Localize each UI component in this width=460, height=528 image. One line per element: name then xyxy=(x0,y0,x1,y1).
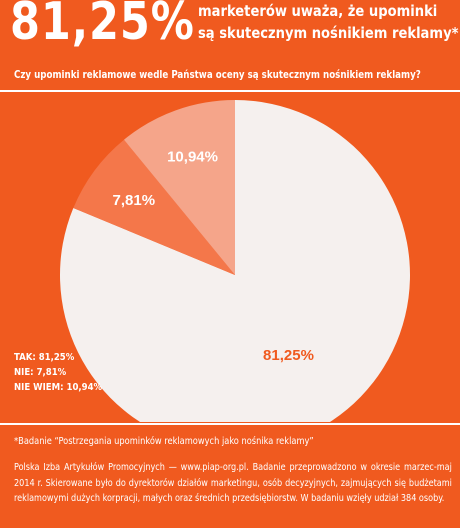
pie-slice-nie xyxy=(73,139,236,275)
divider-top xyxy=(0,90,460,92)
survey-question: Czy upominki reklamowe wedle Państwa oce… xyxy=(14,69,421,81)
legend-item-nie-wiem: NIE WIEM: 10,94% xyxy=(14,382,103,393)
pie-slice-nie-wiem xyxy=(123,100,235,275)
headline-line-2: są skutecznym nośnikiem reklamy* xyxy=(198,24,459,42)
headline-line-1: marketerów uważa, że upominki xyxy=(198,2,438,20)
pie-label-nie-wiem: 10,94% xyxy=(167,148,218,165)
pie-label-tak: 81,25% xyxy=(263,347,314,364)
footnote: *Badanie “Postrzegania upominków reklamo… xyxy=(14,436,314,447)
pie-chart: 81,25% 7,81% 10,94% xyxy=(60,100,410,422)
headline: marketerów uważa, że upominki są skutecz… xyxy=(198,0,459,44)
legend: TAK: 81,25% NIE: 7,81% NIE WIEM: 10,94% xyxy=(14,350,102,395)
legend-item-nie: NIE: 7,81% xyxy=(14,367,67,378)
source-text: Polska Izba Artykułów Promocyjnych — www… xyxy=(14,462,452,504)
pie-label-nie: 7,81% xyxy=(113,192,156,209)
big-stat: 81,25% xyxy=(10,0,195,52)
pie-slice-tak xyxy=(60,100,410,422)
divider-bottom xyxy=(0,423,460,425)
legend-item-tak: TAK: 81,25% xyxy=(14,352,75,363)
